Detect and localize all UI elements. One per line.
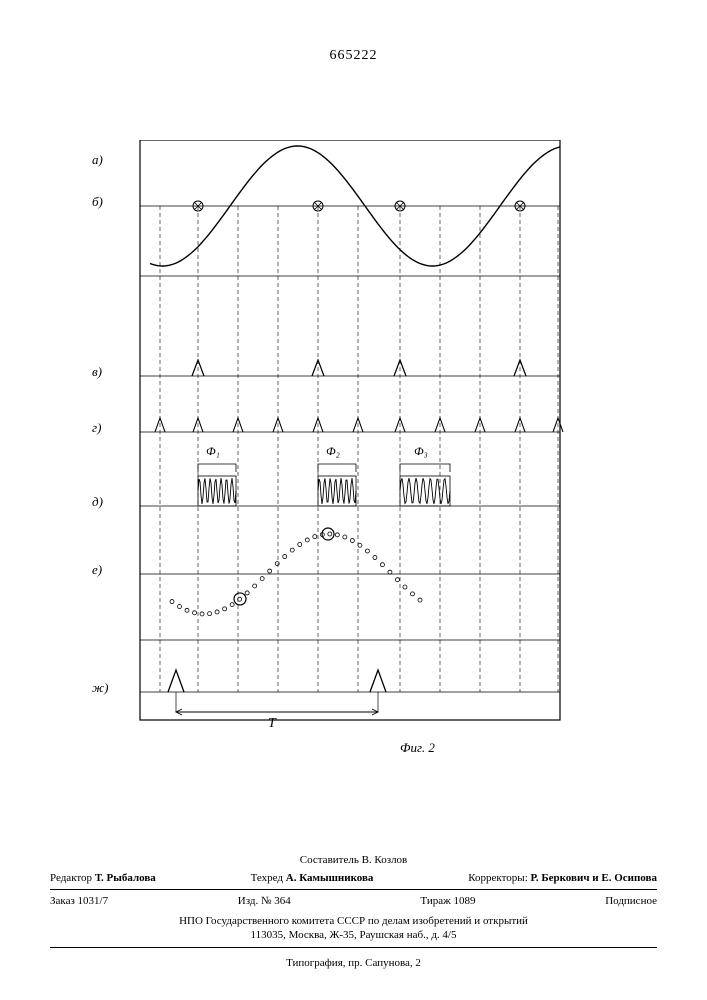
compiler: Составитель В. Козлов bbox=[50, 853, 657, 867]
page-number: 665222 bbox=[330, 48, 378, 64]
correctors: Корректоры: Р. Беркович и Е. Осипова bbox=[468, 871, 657, 885]
row-label-3: г) bbox=[92, 420, 101, 436]
phi-label-1: Ф₁ bbox=[206, 444, 220, 459]
timing-diagram-figure: а)б)в)г)д)е)ж) Ф₁Ф₂Ф₃ T Фиг. 2 bbox=[120, 140, 580, 760]
order-no: Заказ 1031/7 bbox=[50, 894, 108, 908]
footer-colophon: Составитель В. Козлов Редактор Т. Рыбало… bbox=[50, 847, 657, 970]
divider bbox=[50, 889, 657, 890]
typography: Типография, пр. Сапунова, 2 bbox=[50, 956, 657, 970]
row-label-2: в) bbox=[92, 364, 102, 380]
period-label: T bbox=[268, 716, 276, 732]
row-label-6: ж) bbox=[92, 680, 108, 696]
print-run: Тираж 1089 bbox=[420, 894, 475, 908]
edition-no: Изд. № 364 bbox=[238, 894, 291, 908]
row-label-5: е) bbox=[92, 562, 102, 578]
phi-label-2: Ф₂ bbox=[326, 444, 340, 459]
organization: НПО Государственного комитета СССР по де… bbox=[50, 914, 657, 943]
row-label-4: д) bbox=[92, 494, 103, 510]
figure-svg bbox=[120, 140, 580, 760]
phi-label-3: Ф₃ bbox=[414, 444, 428, 459]
editor: Редактор Т. Рыбалова bbox=[50, 871, 156, 885]
row-label-0: а) bbox=[92, 152, 103, 168]
tech-editor: Техред А. Камышникова bbox=[251, 871, 374, 885]
subscription: Подписное bbox=[605, 894, 657, 908]
figure-caption: Фиг. 2 bbox=[400, 740, 435, 756]
divider bbox=[50, 947, 657, 948]
row-label-1: б) bbox=[92, 194, 103, 210]
